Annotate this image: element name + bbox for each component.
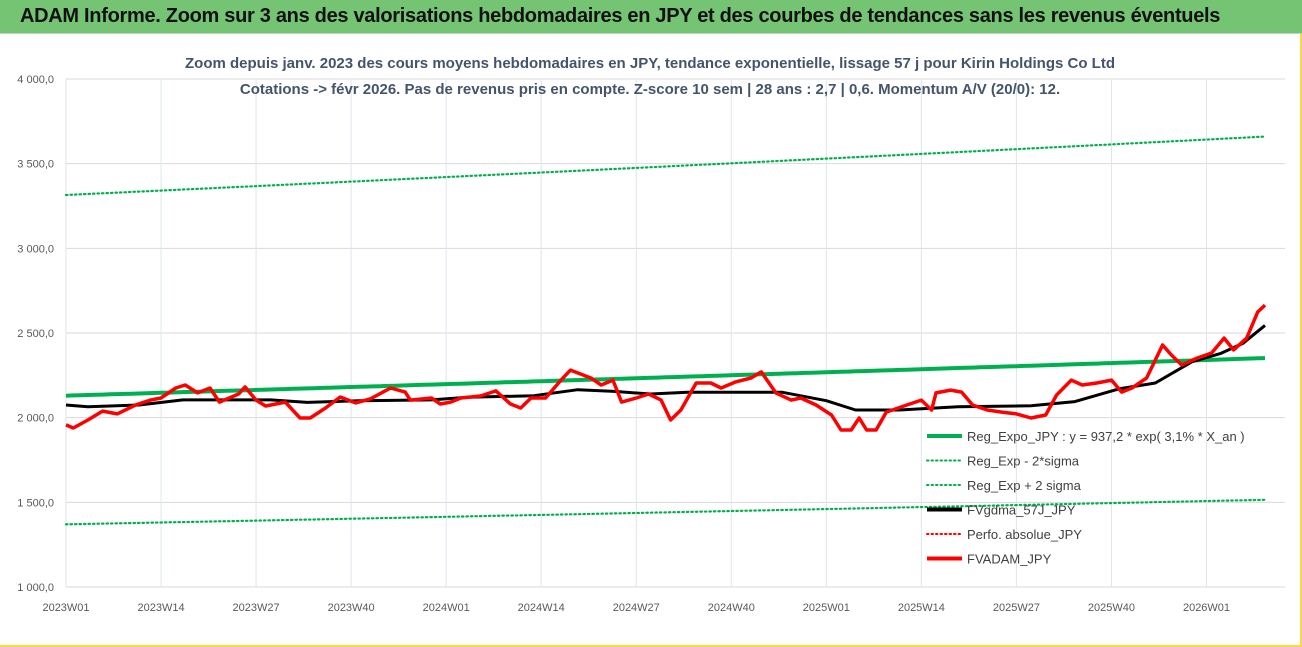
chart-frame — [0, 34, 1302, 647]
y-tick-label: 2 000,0 — [17, 413, 54, 425]
chart-subtitle: Cotations -> févr 2026. Pas de revenus p… — [240, 81, 1060, 98]
legend-label: Perfo. absolue_JPY — [967, 527, 1082, 542]
report-title: ADAM Informe. Zoom sur 3 ans des valoris… — [20, 5, 1221, 27]
y-tick-label: 3 000,0 — [17, 243, 54, 255]
x-tick-label: 2023W27 — [233, 602, 280, 614]
legend-label: FVADAM_JPY — [967, 552, 1052, 567]
series-lines — [64, 135, 1267, 526]
grid — [65, 78, 1285, 588]
x-tick-label: 2025W14 — [898, 602, 945, 614]
y-tick-label: 3 500,0 — [17, 159, 54, 171]
y-tick-label: 4 000,0 — [17, 74, 54, 86]
y-tick-label: 1 000,0 — [17, 582, 54, 594]
x-tick-label: 2025W40 — [1088, 602, 1135, 614]
legend-label: Reg_Exp - 2*sigma — [967, 454, 1080, 469]
series-line-reg-expo-jpy — [65, 356, 1266, 398]
legend: Reg_Expo_JPY : y = 937,2 * exp( 3,1% * X… — [926, 429, 1245, 567]
y-axis-ticks: 1 000,0 1 500,0 2 000,0 2 500,0 3 000,0 3 500… — [17, 74, 54, 594]
series-line-fvadam-jpy — [65, 303, 1267, 432]
x-tick-label: 2026W01 — [1183, 602, 1230, 614]
legend-label: Reg_Expo_JPY : y = 937,2 * exp( 3,1% * X… — [967, 429, 1245, 444]
y-tick-label: 2 500,0 — [17, 328, 54, 340]
x-axis-ticks: 2023W01 2023W14 2023W27 2023W40 2024W01 2024W… — [42, 602, 1230, 614]
series-line-fvgdma-57j-jpy — [65, 324, 1266, 412]
x-tick-label: 2025W01 — [803, 602, 850, 614]
legend-label: Reg_Exp + 2 sigma — [967, 478, 1082, 493]
chart-title: Zoom depuis janv. 2023 des cours moyens … — [185, 55, 1115, 72]
x-tick-label: 2024W01 — [423, 602, 470, 614]
x-tick-label: 2024W27 — [613, 602, 660, 614]
y-tick-label: 1 500,0 — [17, 497, 54, 509]
x-tick-label: 2023W14 — [137, 602, 184, 614]
x-tick-label: 2024W14 — [518, 602, 565, 614]
series-line-reg-exp — [64, 498, 1267, 526]
x-tick-label: 2023W01 — [42, 602, 89, 614]
x-tick-label: 2024W40 — [708, 602, 755, 614]
x-tick-label: 2025W27 — [993, 602, 1040, 614]
legend-label: FVgdma_57J_JPY — [967, 503, 1076, 518]
x-tick-label: 2023W40 — [328, 602, 375, 614]
report-title-bar: ADAM Informe. Zoom sur 3 ans des valoris… — [0, 0, 1302, 34]
series-line-reg-exp — [64, 135, 1267, 197]
